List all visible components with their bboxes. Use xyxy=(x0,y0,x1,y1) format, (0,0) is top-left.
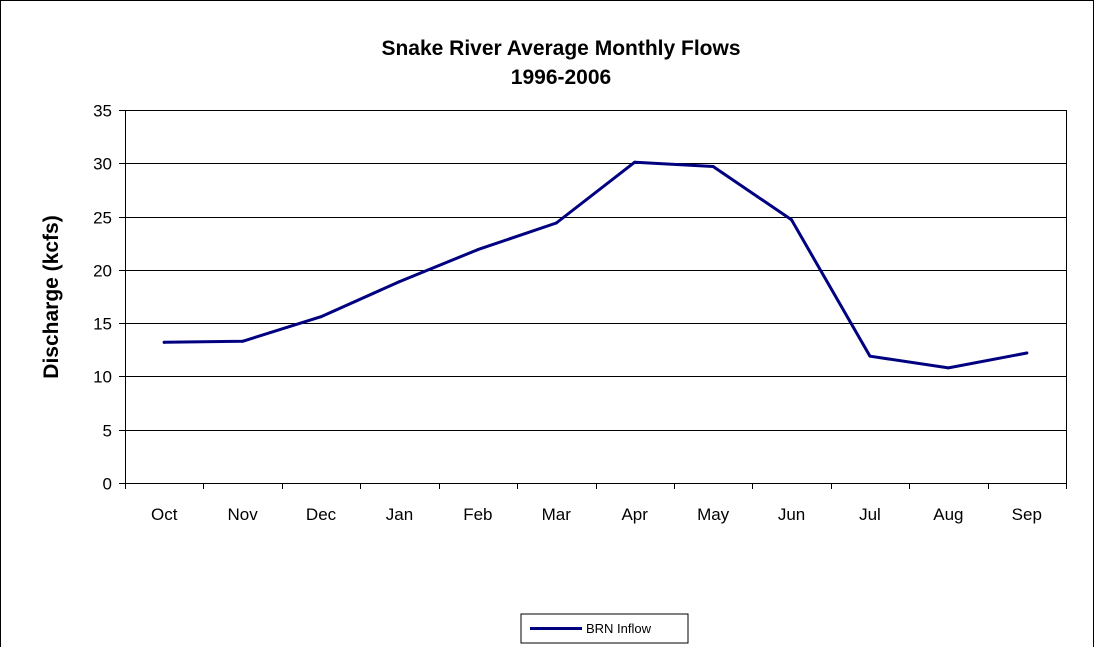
series-line-brn-inflow xyxy=(162,160,1029,370)
x-tick-label-nov: Nov xyxy=(228,505,259,524)
data-point-feb xyxy=(476,248,480,252)
data-point-apr xyxy=(633,160,637,164)
y-tick-label: 0 xyxy=(103,475,112,494)
gridlines xyxy=(125,110,1066,431)
data-point-oct xyxy=(162,340,166,344)
data-point-jul xyxy=(868,354,872,358)
chart-title: Snake River Average Monthly Flows xyxy=(381,37,740,60)
y-axis-title: Discharge (kcfs) xyxy=(40,215,63,378)
y-tick-label: 20 xyxy=(93,262,112,281)
data-point-nov xyxy=(241,339,245,343)
x-tick-label-jul: Jul xyxy=(859,505,881,524)
x-tick-label-feb: Feb xyxy=(463,505,492,524)
data-point-aug xyxy=(946,366,950,370)
data-point-jun xyxy=(790,218,794,222)
data-point-mar xyxy=(554,221,558,225)
data-point-dec xyxy=(319,315,323,319)
x-tick-label-dec: Dec xyxy=(306,505,337,524)
x-tick-label-sep: Sep xyxy=(1012,505,1042,524)
data-point-jan xyxy=(397,280,401,284)
legend-label-brn-inflow: BRN Inflow xyxy=(586,621,652,636)
x-tick-label-may: May xyxy=(697,505,730,524)
x-tick-label-jan: Jan xyxy=(386,505,413,524)
x-tick-label-mar: Mar xyxy=(542,505,572,524)
y-tick-label: 35 xyxy=(93,102,112,121)
legend: BRN Inflow xyxy=(520,613,689,644)
x-tick-labels: Oct Nov Dec Jan Feb Mar Apr May Jun Jul Aug Sep xyxy=(151,505,1042,524)
y-tick-label: 30 xyxy=(93,155,112,174)
series-layer xyxy=(162,160,1029,370)
data-point-may xyxy=(711,164,715,168)
x-tick-label-apr: Apr xyxy=(621,505,648,524)
x-tick-label-jun: Jun xyxy=(778,505,805,524)
x-tick-label-aug: Aug xyxy=(933,505,963,524)
y-tick-label: 5 xyxy=(103,422,112,441)
axes xyxy=(119,110,1067,489)
y-tick-labels: 0 5 10 15 20 25 30 35 xyxy=(93,102,112,494)
y-tick-label: 25 xyxy=(93,209,112,228)
y-tick-label: 15 xyxy=(93,315,112,334)
y-tick-label: 10 xyxy=(93,368,112,387)
chart-subtitle: 1996-2006 xyxy=(511,66,611,89)
x-tick-label-oct: Oct xyxy=(151,505,178,524)
data-point-sep xyxy=(1025,351,1029,355)
